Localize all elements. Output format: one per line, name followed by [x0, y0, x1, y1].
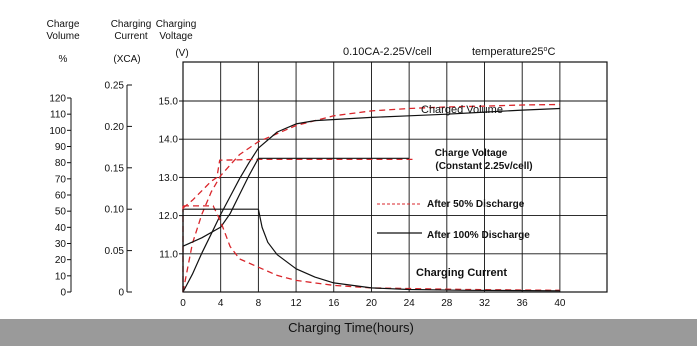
- charged-volume-label: Charged Volume: [421, 104, 503, 116]
- voltage-tick-label-15-0: 15.0: [159, 97, 179, 108]
- volume-tick-label-80: 80: [55, 158, 67, 169]
- x-tick-label-32: 32: [479, 298, 491, 309]
- x-tick-label-24: 24: [404, 298, 416, 309]
- current-axis-header-line2: Current: [114, 31, 148, 42]
- footer-band: [0, 319, 697, 346]
- series-charged-volume-after-50-discharge: [182, 103, 560, 293]
- voltage-tick-label-14-0: 14.0: [159, 135, 179, 146]
- x-axis: 0 4 8 12 16 20 24 28 32 36 40: [180, 298, 566, 309]
- voltage-tick-label-13-0: 13.0: [159, 173, 179, 184]
- voltage-axis: 11.0 12.0 13.0 14.0 15.0: [159, 97, 183, 260]
- volume-tick-label-60: 60: [55, 191, 67, 202]
- curve-annotations: Charged Volume Charge Voltage (Constant …: [416, 104, 533, 279]
- voltage-axis-header-line1: Charging: [156, 19, 197, 30]
- series-group: [182, 103, 560, 293]
- volume-tick-label-0: 0: [60, 288, 66, 299]
- charge-voltage-label-line2: (Constant 2.25v/cell): [435, 161, 532, 172]
- series-charging-current-after-100-discharge: [183, 208, 560, 292]
- axis-headers: Charge Volume Charging Current Charging …: [46, 19, 196, 65]
- x-tick-label-16: 16: [328, 298, 340, 309]
- temperature-label: temperature25oC: [472, 46, 555, 58]
- volume-axis-header-line2: Volume: [46, 31, 80, 42]
- volume-tick-label-50: 50: [55, 207, 67, 218]
- current-tick-label-0: 0: [118, 288, 124, 299]
- voltage-axis-unit: (V): [175, 48, 188, 59]
- legend-label-after-100-discharge: After 100% Discharge: [427, 230, 530, 241]
- x-tick-label-28: 28: [441, 298, 453, 309]
- volume-tick-label-110: 110: [50, 110, 66, 121]
- series-charge-voltage-after-50-discharge: [182, 158, 414, 209]
- legend: After 50% Discharge After 100% Discharge: [377, 199, 530, 241]
- voltage-tick-label-12-0: 12.0: [159, 211, 179, 222]
- volume-tick-label-120: 120: [49, 94, 66, 105]
- x-axis-label: Charging Time(hours): [288, 320, 414, 335]
- current-axis: 0 0.05 0.10 0.15 0.20 0.25: [105, 81, 132, 299]
- temperature-degree: o: [544, 46, 548, 53]
- volume-tick-label-10: 10: [55, 271, 67, 282]
- temperature-unit: C: [547, 46, 555, 58]
- x-tick-label-0: 0: [180, 298, 186, 309]
- voltage-axis-header-line2: Voltage: [159, 31, 193, 42]
- volume-axis-header-line1: Charge: [47, 19, 80, 30]
- voltage-tick-label-11-0: 11.0: [159, 249, 178, 260]
- temperature-prefix: temperature25: [472, 46, 544, 58]
- volume-tick-label-30: 30: [55, 239, 67, 250]
- x-tick-label-40: 40: [554, 298, 566, 309]
- x-tick-label-36: 36: [517, 298, 529, 309]
- volume-tick-label-90: 90: [55, 142, 67, 153]
- volume-axis-unit: %: [59, 54, 68, 65]
- series-charged-volume-after-100-discharge: [182, 107, 560, 293]
- volume-tick-label-20: 20: [55, 255, 67, 266]
- volume-tick-label-40: 40: [55, 223, 67, 234]
- current-tick-label-0-05: 0.05: [105, 246, 125, 257]
- volume-tick-label-100: 100: [49, 126, 66, 137]
- current-axis-header-line1: Charging: [111, 19, 152, 30]
- grid: [183, 62, 607, 292]
- current-tick-label-0-15: 0.15: [105, 163, 125, 174]
- volume-tick-label-70: 70: [55, 174, 67, 185]
- x-tick-label-20: 20: [366, 298, 378, 309]
- x-tick-label-12: 12: [291, 298, 303, 309]
- legend-label-after-50-discharge: After 50% Discharge: [427, 199, 525, 210]
- charge-voltage-label-line1: Charge Voltage: [435, 148, 508, 159]
- current-axis-unit: (XCA): [113, 54, 140, 65]
- series-charge-voltage-after-100-discharge: [182, 157, 410, 247]
- x-tick-label-8: 8: [256, 298, 262, 309]
- volume-axis: 0 10 20 30 40 50 60 70 80 90 100 110 120: [49, 94, 71, 299]
- x-tick-label-4: 4: [218, 298, 224, 309]
- charging-current-label: Charging Current: [416, 267, 507, 279]
- current-tick-label-0-20: 0.20: [105, 122, 125, 133]
- current-tick-label-0-25: 0.25: [105, 81, 125, 92]
- current-tick-label-0-10: 0.10: [105, 205, 125, 216]
- chart-title: 0.10CA-2.25V/cell: [343, 46, 432, 58]
